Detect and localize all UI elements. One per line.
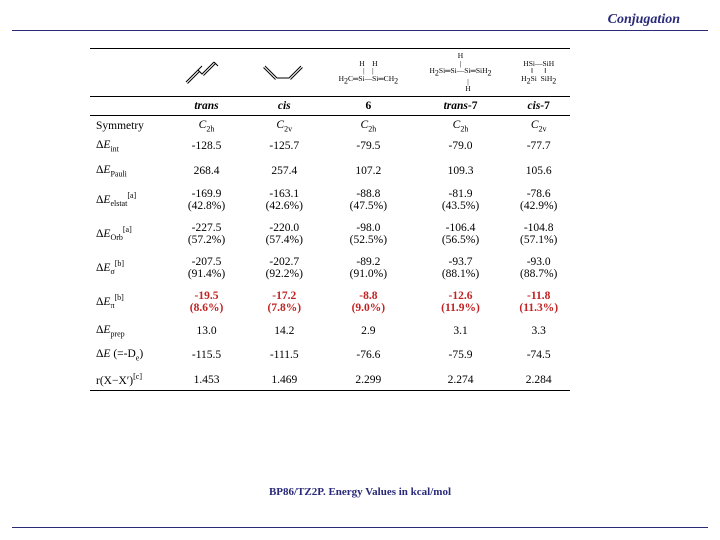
cell: 3.3	[507, 321, 570, 341]
row-label: ΔEOrb[a]	[90, 219, 168, 249]
cell: -12.6(11.9%)	[414, 287, 508, 317]
row-label: ΔEσ[b]	[90, 253, 168, 283]
cell: -74.5	[507, 345, 570, 365]
row-label: ΔEprep	[90, 321, 168, 341]
table-row: ΔE (=-De)-115.5-111.5-76.6-75.9-74.5	[90, 345, 570, 365]
cell: -98.0(52.5%)	[323, 219, 413, 249]
cell: 14.2	[245, 321, 323, 341]
cell: 2.274	[414, 369, 508, 390]
cell: -169.9(42.8%)	[168, 185, 246, 215]
structure-trans7: H|H2Si═Si—Si═SiH2 | H	[414, 49, 508, 97]
cell: 3.1	[414, 321, 508, 341]
row-symmetry-label: Symmetry	[90, 116, 168, 137]
table-row: ΔEelstat[a]-169.9(42.8%)-163.1(42.6%)-88…	[90, 185, 570, 215]
cell: -207.5(91.4%)	[168, 253, 246, 283]
structure-cis7: HSi—SiH‖ ‖H2Si SiH2	[507, 49, 570, 97]
cell: -88.8(47.5%)	[323, 185, 413, 215]
table-row: ΔEint-128.5-125.7-79.5-79.0-77.7	[90, 136, 570, 156]
cell: -128.5	[168, 136, 246, 156]
cell: -89.2(91.0%)	[323, 253, 413, 283]
cell: -202.7(92.2%)	[245, 253, 323, 283]
cell: -93.7(88.1%)	[414, 253, 508, 283]
cell: -93.0(88.7%)	[507, 253, 570, 283]
cell: -115.5	[168, 345, 246, 365]
sym-1: C2v	[245, 116, 323, 137]
footer-rule	[12, 527, 708, 528]
col-6: 6	[323, 97, 413, 116]
col-trans7: trans-7	[414, 97, 508, 116]
cell: -79.5	[323, 136, 413, 156]
table-row: ΔEπ[b]-19.5(8.6%)-17.2(7.8%)-8.8(9.0%)-1…	[90, 287, 570, 317]
row-label: ΔEint	[90, 136, 168, 156]
data-table: H H| |H2C═Si—Si═CH2 H|H2Si═Si—Si═SiH2 | …	[90, 48, 570, 391]
cell: -19.5(8.6%)	[168, 287, 246, 317]
cell: -125.7	[245, 136, 323, 156]
cell: 109.3	[414, 161, 508, 181]
row-label: ΔEPauli	[90, 161, 168, 181]
cell: 2.284	[507, 369, 570, 390]
cell: 105.6	[507, 161, 570, 181]
cell: 2.299	[323, 369, 413, 390]
table-row: ΔEσ[b]-207.5(91.4%)-202.7(92.2%)-89.2(91…	[90, 253, 570, 283]
cell: -106.4(56.5%)	[414, 219, 508, 249]
structure-diene-cis	[245, 49, 323, 97]
table-row: ΔEOrb[a]-227.5(57.2%)-220.0(57.4%)-98.0(…	[90, 219, 570, 249]
row-label: ΔEπ[b]	[90, 287, 168, 317]
cell: 13.0	[168, 321, 246, 341]
cell: 107.2	[323, 161, 413, 181]
table-row: r(X−X′)[c]1.4531.4692.2992.2742.284	[90, 369, 570, 390]
cell: -76.6	[323, 345, 413, 365]
col-trans: trans	[168, 97, 246, 116]
row-label: r(X−X′)[c]	[90, 369, 168, 390]
cell: 268.4	[168, 161, 246, 181]
cell: 1.469	[245, 369, 323, 390]
cell: -78.6(42.9%)	[507, 185, 570, 215]
cell: -163.1(42.6%)	[245, 185, 323, 215]
row-label: ΔE (=-De)	[90, 345, 168, 365]
cell: -104.8(57.1%)	[507, 219, 570, 249]
cell: -111.5	[245, 345, 323, 365]
cell: -227.5(57.2%)	[168, 219, 246, 249]
cell: -11.8(11.3%)	[507, 287, 570, 317]
cell: 2.9	[323, 321, 413, 341]
structure-6: H H| |H2C═Si—Si═CH2	[323, 49, 413, 97]
page-title: Conjugation	[608, 12, 680, 28]
table-row: ΔEprep13.014.22.93.13.3	[90, 321, 570, 341]
row-label: ΔEelstat[a]	[90, 185, 168, 215]
cell: -81.9(43.5%)	[414, 185, 508, 215]
sym-0: C2h	[168, 116, 246, 137]
table-body: ΔEint-128.5-125.7-79.5-79.0-77.7ΔEPauli2…	[90, 136, 570, 391]
footer-note: BP86/TZ2P. Energy Values in kcal/mol	[0, 486, 720, 498]
sym-3: C2h	[414, 116, 508, 137]
cell: 1.453	[168, 369, 246, 390]
header-rule	[12, 30, 708, 31]
sym-4: C2v	[507, 116, 570, 137]
cell: -77.7	[507, 136, 570, 156]
col-cis: cis	[245, 97, 323, 116]
cell: 257.4	[245, 161, 323, 181]
cell: -79.0	[414, 136, 508, 156]
structure-diene-trans	[168, 49, 246, 97]
cell: -75.9	[414, 345, 508, 365]
col-cis7: cis-7	[507, 97, 570, 116]
cell: -220.0(57.4%)	[245, 219, 323, 249]
sym-2: C2h	[323, 116, 413, 137]
cell: -8.8(9.0%)	[323, 287, 413, 317]
cell: -17.2(7.8%)	[245, 287, 323, 317]
table-row: ΔEPauli268.4257.4107.2109.3105.6	[90, 161, 570, 181]
